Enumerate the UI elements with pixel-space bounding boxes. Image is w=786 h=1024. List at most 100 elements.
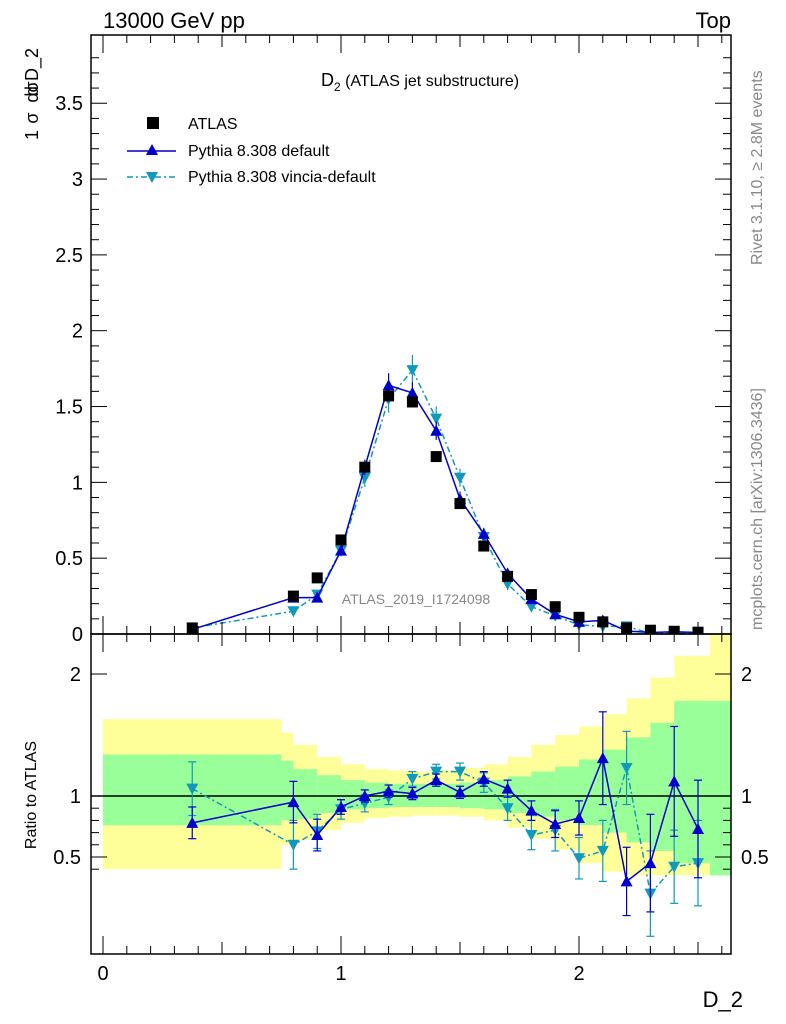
data-point [382,379,395,391]
band-inner-2 [293,769,318,820]
mcplots-text: mcplots.cern.ch [arXiv:1306.3436] [749,388,766,630]
data-point [525,601,538,613]
data-point [478,540,490,552]
band-inner-1 [281,760,294,821]
lower-ytick-label: 1 [70,786,81,808]
data-point [311,572,323,584]
legend-mc2-label: Pythia 8.308 vincia-default [188,169,376,186]
data-point [502,570,514,582]
data-point [549,608,562,620]
ratio-point [501,782,514,794]
ylabel-frac2-num: dσ [22,81,42,102]
upper-ytick-label: 2.5 [55,245,83,267]
legend-data-marker [147,117,159,129]
band-inner-11 [507,776,532,814]
data-point [454,498,466,510]
header-left: 13000 GeV pp [103,8,245,33]
plot-title-rest: (ATLAS jet substructure) [341,73,519,90]
legend-data-label: ATLAS [188,116,238,133]
data-point [406,365,419,377]
ratio-point [573,853,585,865]
ratio-point [358,798,371,810]
ratio-point [186,816,199,828]
legend-mc1-marker [146,144,158,155]
band-inner-16 [626,737,651,843]
band-inner-13 [555,766,579,821]
upper-ytick-label: 0.5 [55,548,83,570]
data-point [287,606,300,618]
data-point [430,413,443,425]
ratio-point [644,857,657,869]
legend-mc1-label: Pythia 8.308 default [188,143,330,160]
ratio-point [596,752,609,764]
ratio-point [186,783,199,795]
ratio-point [311,829,324,841]
ratio-pythia-default [186,711,704,917]
ratio-point [501,803,514,815]
ylabel-frac2-den: d D_2 [22,48,43,96]
upper-ytick-label: 2 [72,321,83,343]
lower-y-axis-label: Ratio to ATLAS [23,741,40,849]
ratio-point [549,818,562,830]
ratio-point [430,766,443,778]
ratio-point [406,773,419,785]
ratio-point [454,766,466,778]
ratio-point [430,774,443,786]
ratio-point [382,785,395,797]
ratio-point [454,786,466,798]
band-inner-12 [531,771,556,817]
ratio-point [525,830,538,842]
band-inner-19 [709,700,731,876]
data-point [287,590,299,602]
plot-title-main: D [321,70,334,90]
upper-y-axis-label: 1 σ dσ d D_2 [22,48,43,140]
lower-ytick-label: 0.5 [53,847,81,869]
upper-ytick-label: 3.5 [55,93,83,115]
data-point [359,461,371,473]
ratio-point [287,796,300,808]
ratio-point [406,787,419,799]
data-point [311,591,324,603]
lower-ytick-label-right: 1 [741,786,752,808]
plot-title: D2 (ATLAS jet substructure) [321,70,519,94]
lower-ytick-label-right: 2 [741,664,752,686]
ylabel-frac1-den: σ [22,112,42,123]
lower-frame [90,633,732,955]
ratio-series [186,711,704,937]
analysis-tag: ATLAS_2019_I1724098 [342,591,491,607]
band-inner-14 [579,759,603,826]
data-point [430,424,443,436]
data-point [454,472,466,484]
ratio-point [620,875,633,887]
header-right: Top [696,8,731,33]
lower-ytick-label: 2 [70,664,81,686]
ratio-point [573,811,585,823]
data-point [383,390,395,402]
ratio-point [668,861,681,873]
data-point [406,386,419,398]
ratio-uncertainty-bands [103,634,731,876]
legend: ATLAS Pythia 8.308 default Pythia 8.308 … [127,116,376,186]
upper-ytick-label: 1.5 [55,397,83,419]
plot-title-subscript: 2 [334,80,341,94]
xtick-label: 0 [97,963,108,985]
ratio-point [525,804,538,816]
xtick-label: 1 [335,963,346,985]
band-inner-18 [674,700,710,864]
rivet-version-text: Rivet 3.1.10, ≥ 2.8M events [749,70,766,265]
xtick-label: 2 [573,963,584,985]
ratio-point [287,839,300,851]
upper-frame [90,34,732,635]
data-point [597,616,609,628]
data-point [430,451,442,463]
band-inner-17 [650,722,675,851]
upper-ytick-label: 1 [72,472,83,494]
data-point [477,527,490,539]
data-point [335,534,347,546]
data-point [186,622,198,634]
ylabel-frac1-num: 1 [22,130,42,140]
ratio-point [668,775,681,787]
lower-ytick-label-right: 0.5 [741,847,769,869]
data-point [406,396,418,408]
